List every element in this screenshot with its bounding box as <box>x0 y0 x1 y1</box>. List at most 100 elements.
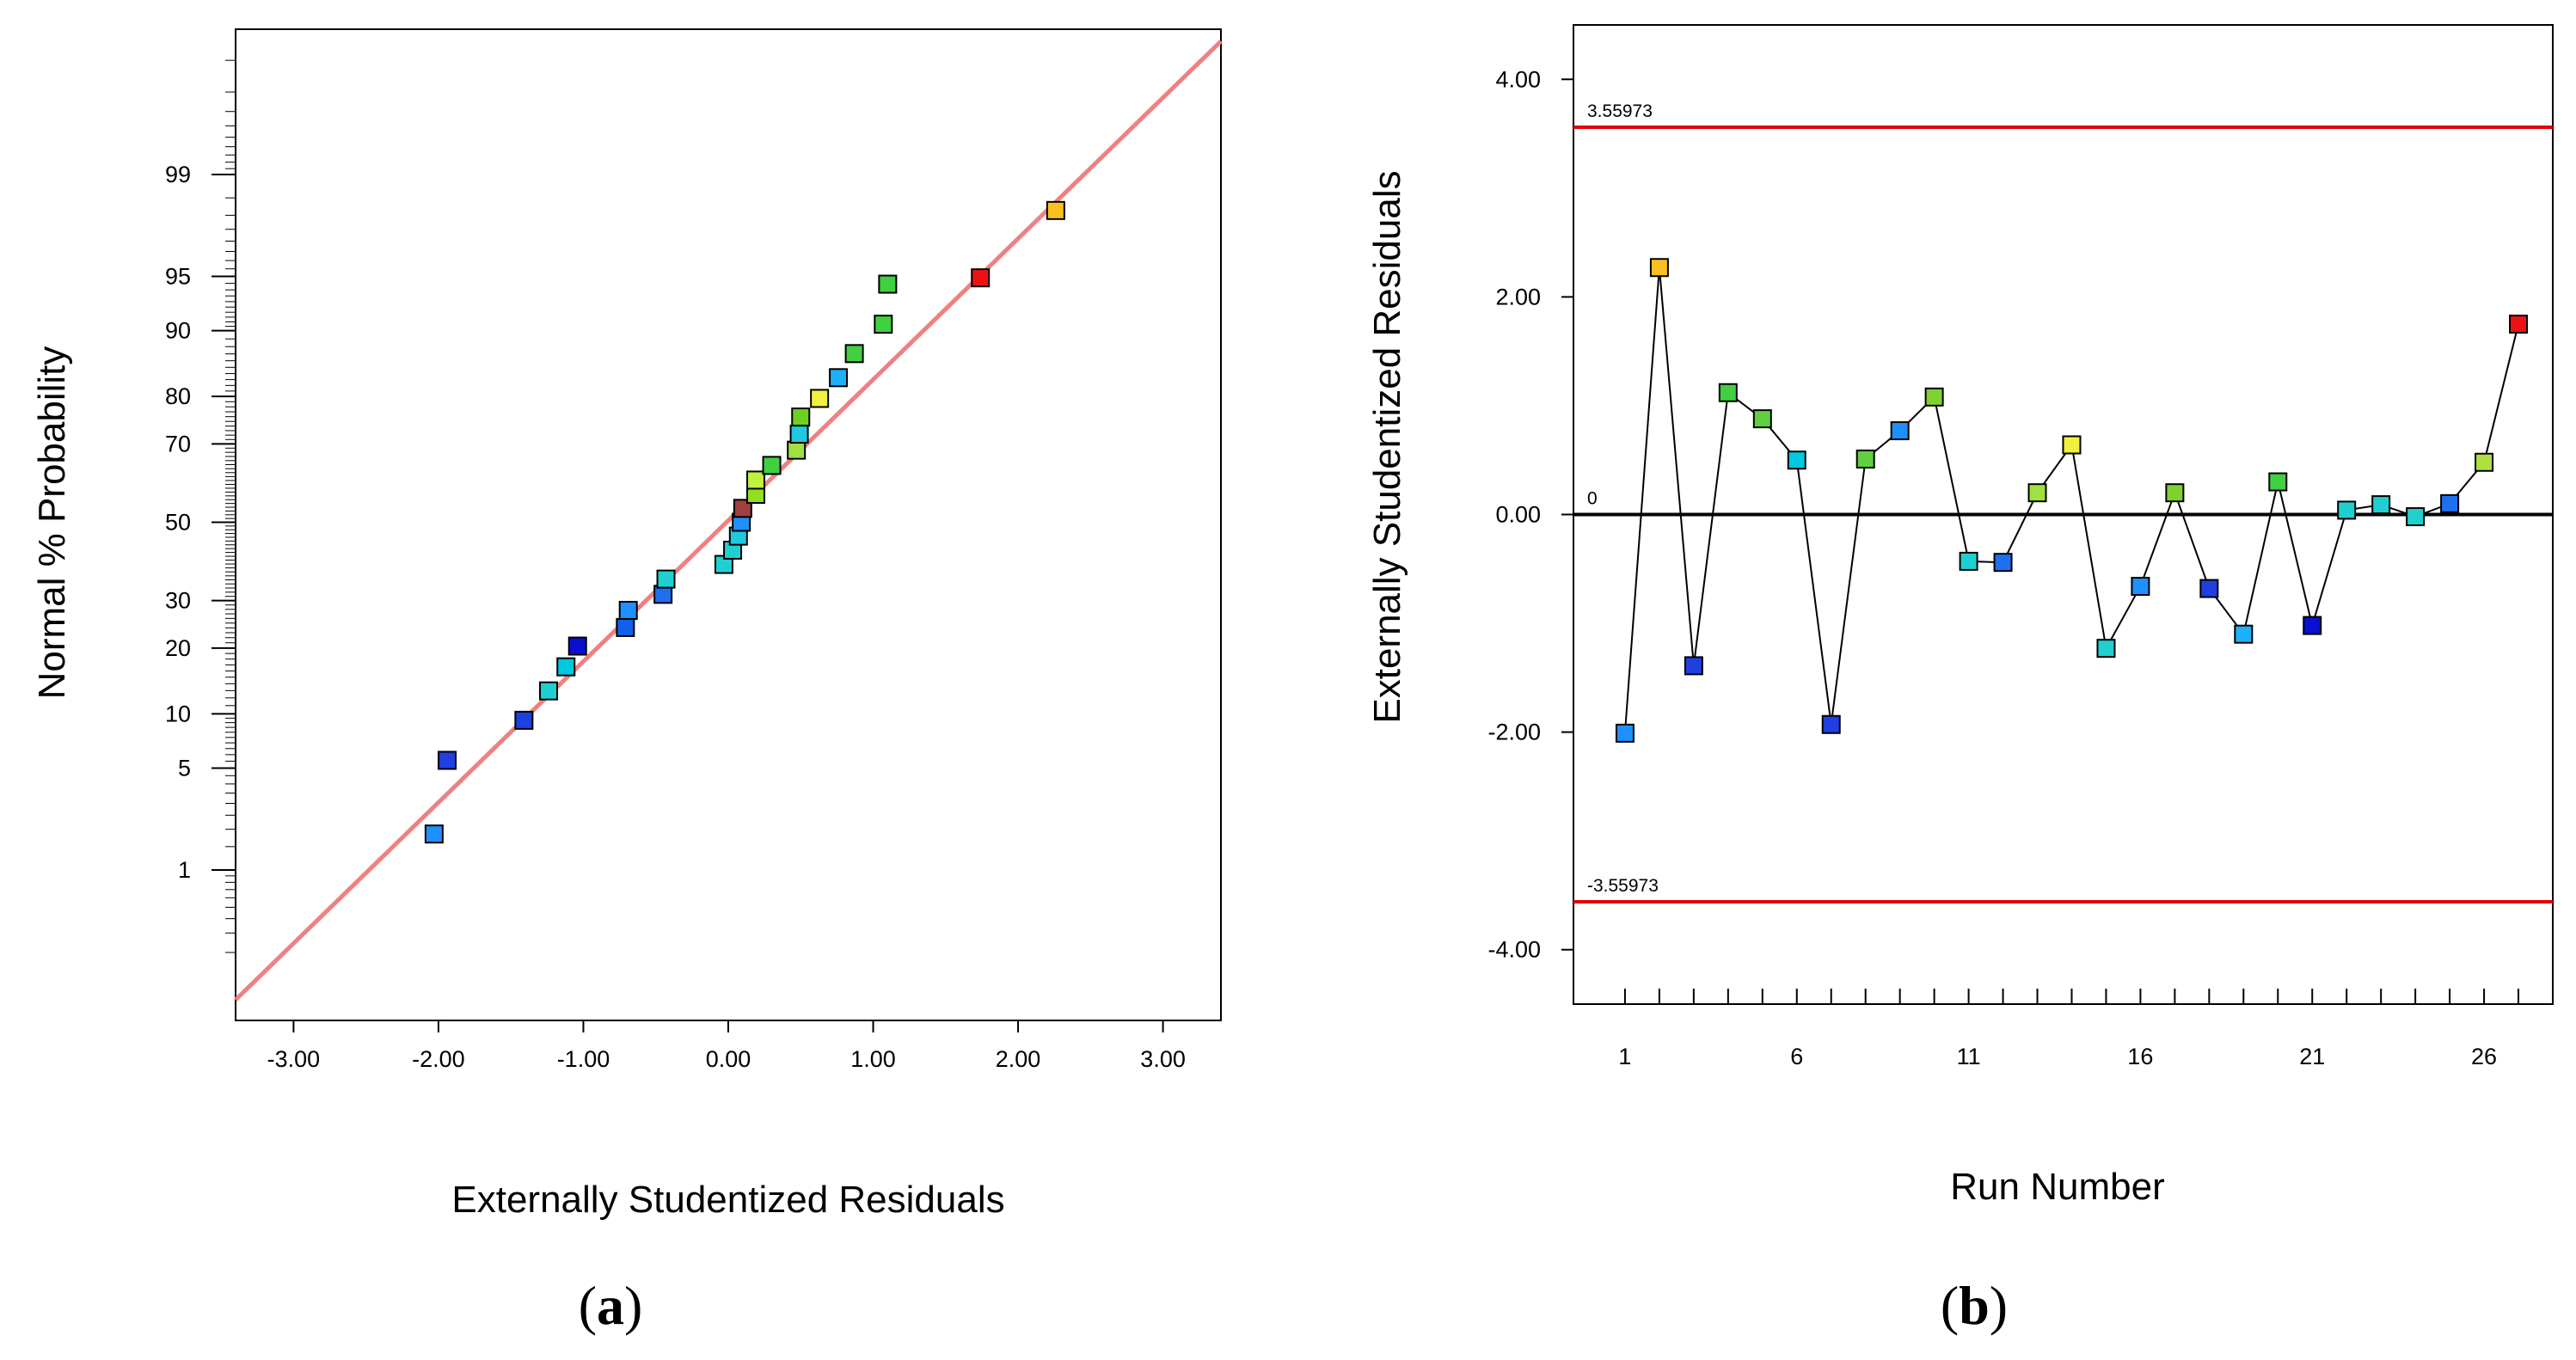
b-x-tick-label: 1 <box>1618 1044 1631 1069</box>
b-point <box>1993 553 2013 573</box>
b-point <box>1684 656 1703 676</box>
b-point <box>2440 493 2460 513</box>
a-point <box>733 499 752 518</box>
panel-b-y-ticks: -4.00 -2.00 0.00 2.00 4.00 <box>1487 66 1573 963</box>
b-lower-limit-label: -3.55973 <box>1587 876 1659 896</box>
b-y-tick-label: -2.00 <box>1487 720 1541 745</box>
a-point <box>874 315 893 334</box>
panel-a-fit-line-group <box>234 40 1223 1002</box>
a-y-tick-label: 30 <box>165 588 191 614</box>
b-point <box>2165 483 2185 503</box>
b-point <box>1890 421 1910 441</box>
panel-a-normal-plot: -3.00 -2.00 -1.00 0.00 1.00 2.00 3.00 1 5 10 20 30… <box>31 28 1223 1336</box>
a-point <box>878 274 898 294</box>
a-point <box>746 470 766 490</box>
panel-a-label: (a) <box>579 1275 643 1336</box>
panel-b-label: (b) <box>1941 1275 2008 1336</box>
b-y-tick-label: 2.00 <box>1495 284 1541 309</box>
a-point <box>789 425 809 444</box>
panel-b-x-axis-title: Run Number <box>1950 1166 2164 1208</box>
a-y-tick-label: 5 <box>178 756 191 781</box>
b-point <box>1752 409 1772 429</box>
b-x-tick-label: 26 <box>2471 1044 2497 1069</box>
b-point <box>2234 624 2254 644</box>
panel-a-points <box>424 200 1065 844</box>
a-point <box>1046 200 1065 220</box>
a-x-tick-label: 0.00 <box>706 1046 751 1072</box>
b-y-tick-label: 4.00 <box>1495 66 1541 92</box>
a-x-tick-label: -3.00 <box>267 1046 321 1072</box>
a-x-tick-label: -1.00 <box>557 1046 610 1072</box>
a-point <box>618 600 638 620</box>
b-point <box>2509 315 2529 334</box>
a-x-tick-label: -2.00 <box>412 1046 465 1072</box>
a-point <box>810 389 830 408</box>
b-point <box>2371 495 2391 515</box>
panel-b-series <box>1615 258 2529 743</box>
b-zero-label: 0 <box>1587 489 1598 509</box>
a-y-tick-label: 10 <box>165 701 191 726</box>
b-point <box>1787 450 1806 470</box>
a-y-tick-label: 20 <box>165 635 191 661</box>
b-point <box>2303 616 2322 635</box>
a-point <box>656 569 676 589</box>
a-point <box>539 681 559 701</box>
a-point <box>787 440 807 460</box>
a-x-tick-label: 2.00 <box>996 1046 1041 1072</box>
b-y-tick-label: -4.00 <box>1487 937 1541 963</box>
a-y-tick-label: 95 <box>165 263 191 289</box>
b-point <box>2062 435 2082 455</box>
a-point <box>829 368 849 388</box>
a-point <box>762 456 782 475</box>
b-point <box>2199 579 2219 598</box>
a-point <box>567 636 587 656</box>
b-point <box>1649 258 1669 278</box>
panel-b-label-letter: b <box>1959 1275 1990 1336</box>
panel-a-y-ticks: 1 5 10 20 30 50 70 80 90 95 99 <box>165 59 236 953</box>
b-point <box>1855 449 1875 469</box>
b-x-tick-label: 16 <box>2127 1044 2153 1069</box>
b-upper-limit-label: 3.55973 <box>1587 101 1653 121</box>
a-point <box>844 344 864 364</box>
b-point <box>2475 452 2494 472</box>
panel-a-plot-frame <box>235 28 1222 1021</box>
b-point <box>1718 383 1738 402</box>
b-point <box>2131 577 2150 597</box>
panel-a-x-ticks: -3.00 -2.00 -1.00 0.00 1.00 2.00 3.00 <box>267 1020 1186 1072</box>
a-point <box>791 407 811 427</box>
b-point <box>2337 500 2357 520</box>
panel-a-label-letter: a <box>597 1275 624 1336</box>
a-point <box>556 657 576 677</box>
a-y-tick-label: 70 <box>165 431 191 456</box>
panel-a-y-axis-title: Normal % Probability <box>31 346 73 700</box>
a-y-tick-label: 99 <box>165 162 191 187</box>
b-y-tick-label: 0.00 <box>1495 502 1541 528</box>
panel-b-limit-lines: 3.55973 -3.55973 0 <box>1573 101 2553 904</box>
a-point <box>971 268 991 288</box>
a-point <box>514 710 534 730</box>
b-x-tick-label: 11 <box>1957 1044 1981 1069</box>
a-x-tick-label: 3.00 <box>1140 1046 1186 1072</box>
a-fit-line <box>234 40 1223 1002</box>
b-x-tick-label: 6 <box>1790 1044 1803 1069</box>
a-x-tick-label: 1.00 <box>850 1046 896 1072</box>
b-x-tick-label: 21 <box>2299 1044 2325 1069</box>
a-point <box>438 750 457 770</box>
a-point <box>616 617 635 637</box>
b-point <box>1924 387 1944 407</box>
b-point <box>2268 472 2288 492</box>
a-y-tick-label: 50 <box>165 510 191 536</box>
b-point <box>1615 723 1635 743</box>
a-y-tick-label: 80 <box>165 383 191 409</box>
b-point <box>2096 639 2116 659</box>
b-point <box>1821 714 1841 734</box>
a-y-tick-label: 1 <box>178 857 191 883</box>
a-point <box>424 824 444 844</box>
a-y-tick-label: 90 <box>165 318 191 344</box>
b-point <box>2406 507 2426 527</box>
panel-a-x-axis-title: Externally Studentized Residuals <box>451 1179 1004 1221</box>
panel-b-x-ticks: 1 6 11 16 21 26 <box>1618 989 2520 1069</box>
panel-b-y-axis-title: Externally Studentized Residuals <box>1366 170 1408 723</box>
